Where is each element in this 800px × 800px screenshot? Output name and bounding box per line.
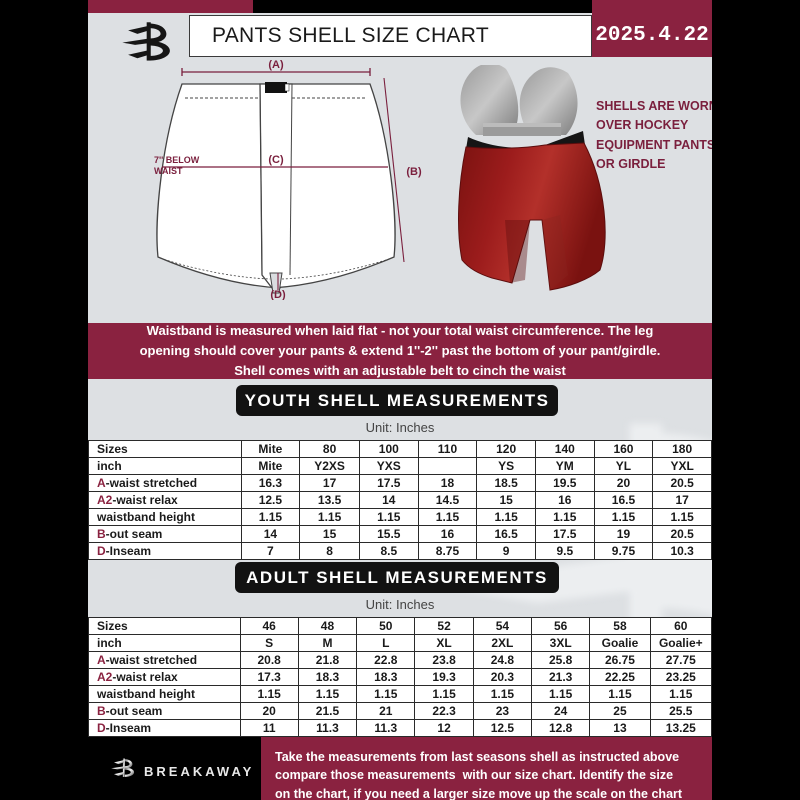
svg-text:(D): (D)	[270, 289, 286, 300]
svg-text:(B): (B)	[406, 166, 422, 178]
svg-text:(C): (C)	[268, 154, 284, 166]
svg-text:7'' BELOW: 7'' BELOW	[154, 155, 200, 165]
svg-text:WAIST: WAIST	[154, 166, 183, 176]
svg-text:(A): (A)	[268, 60, 284, 71]
